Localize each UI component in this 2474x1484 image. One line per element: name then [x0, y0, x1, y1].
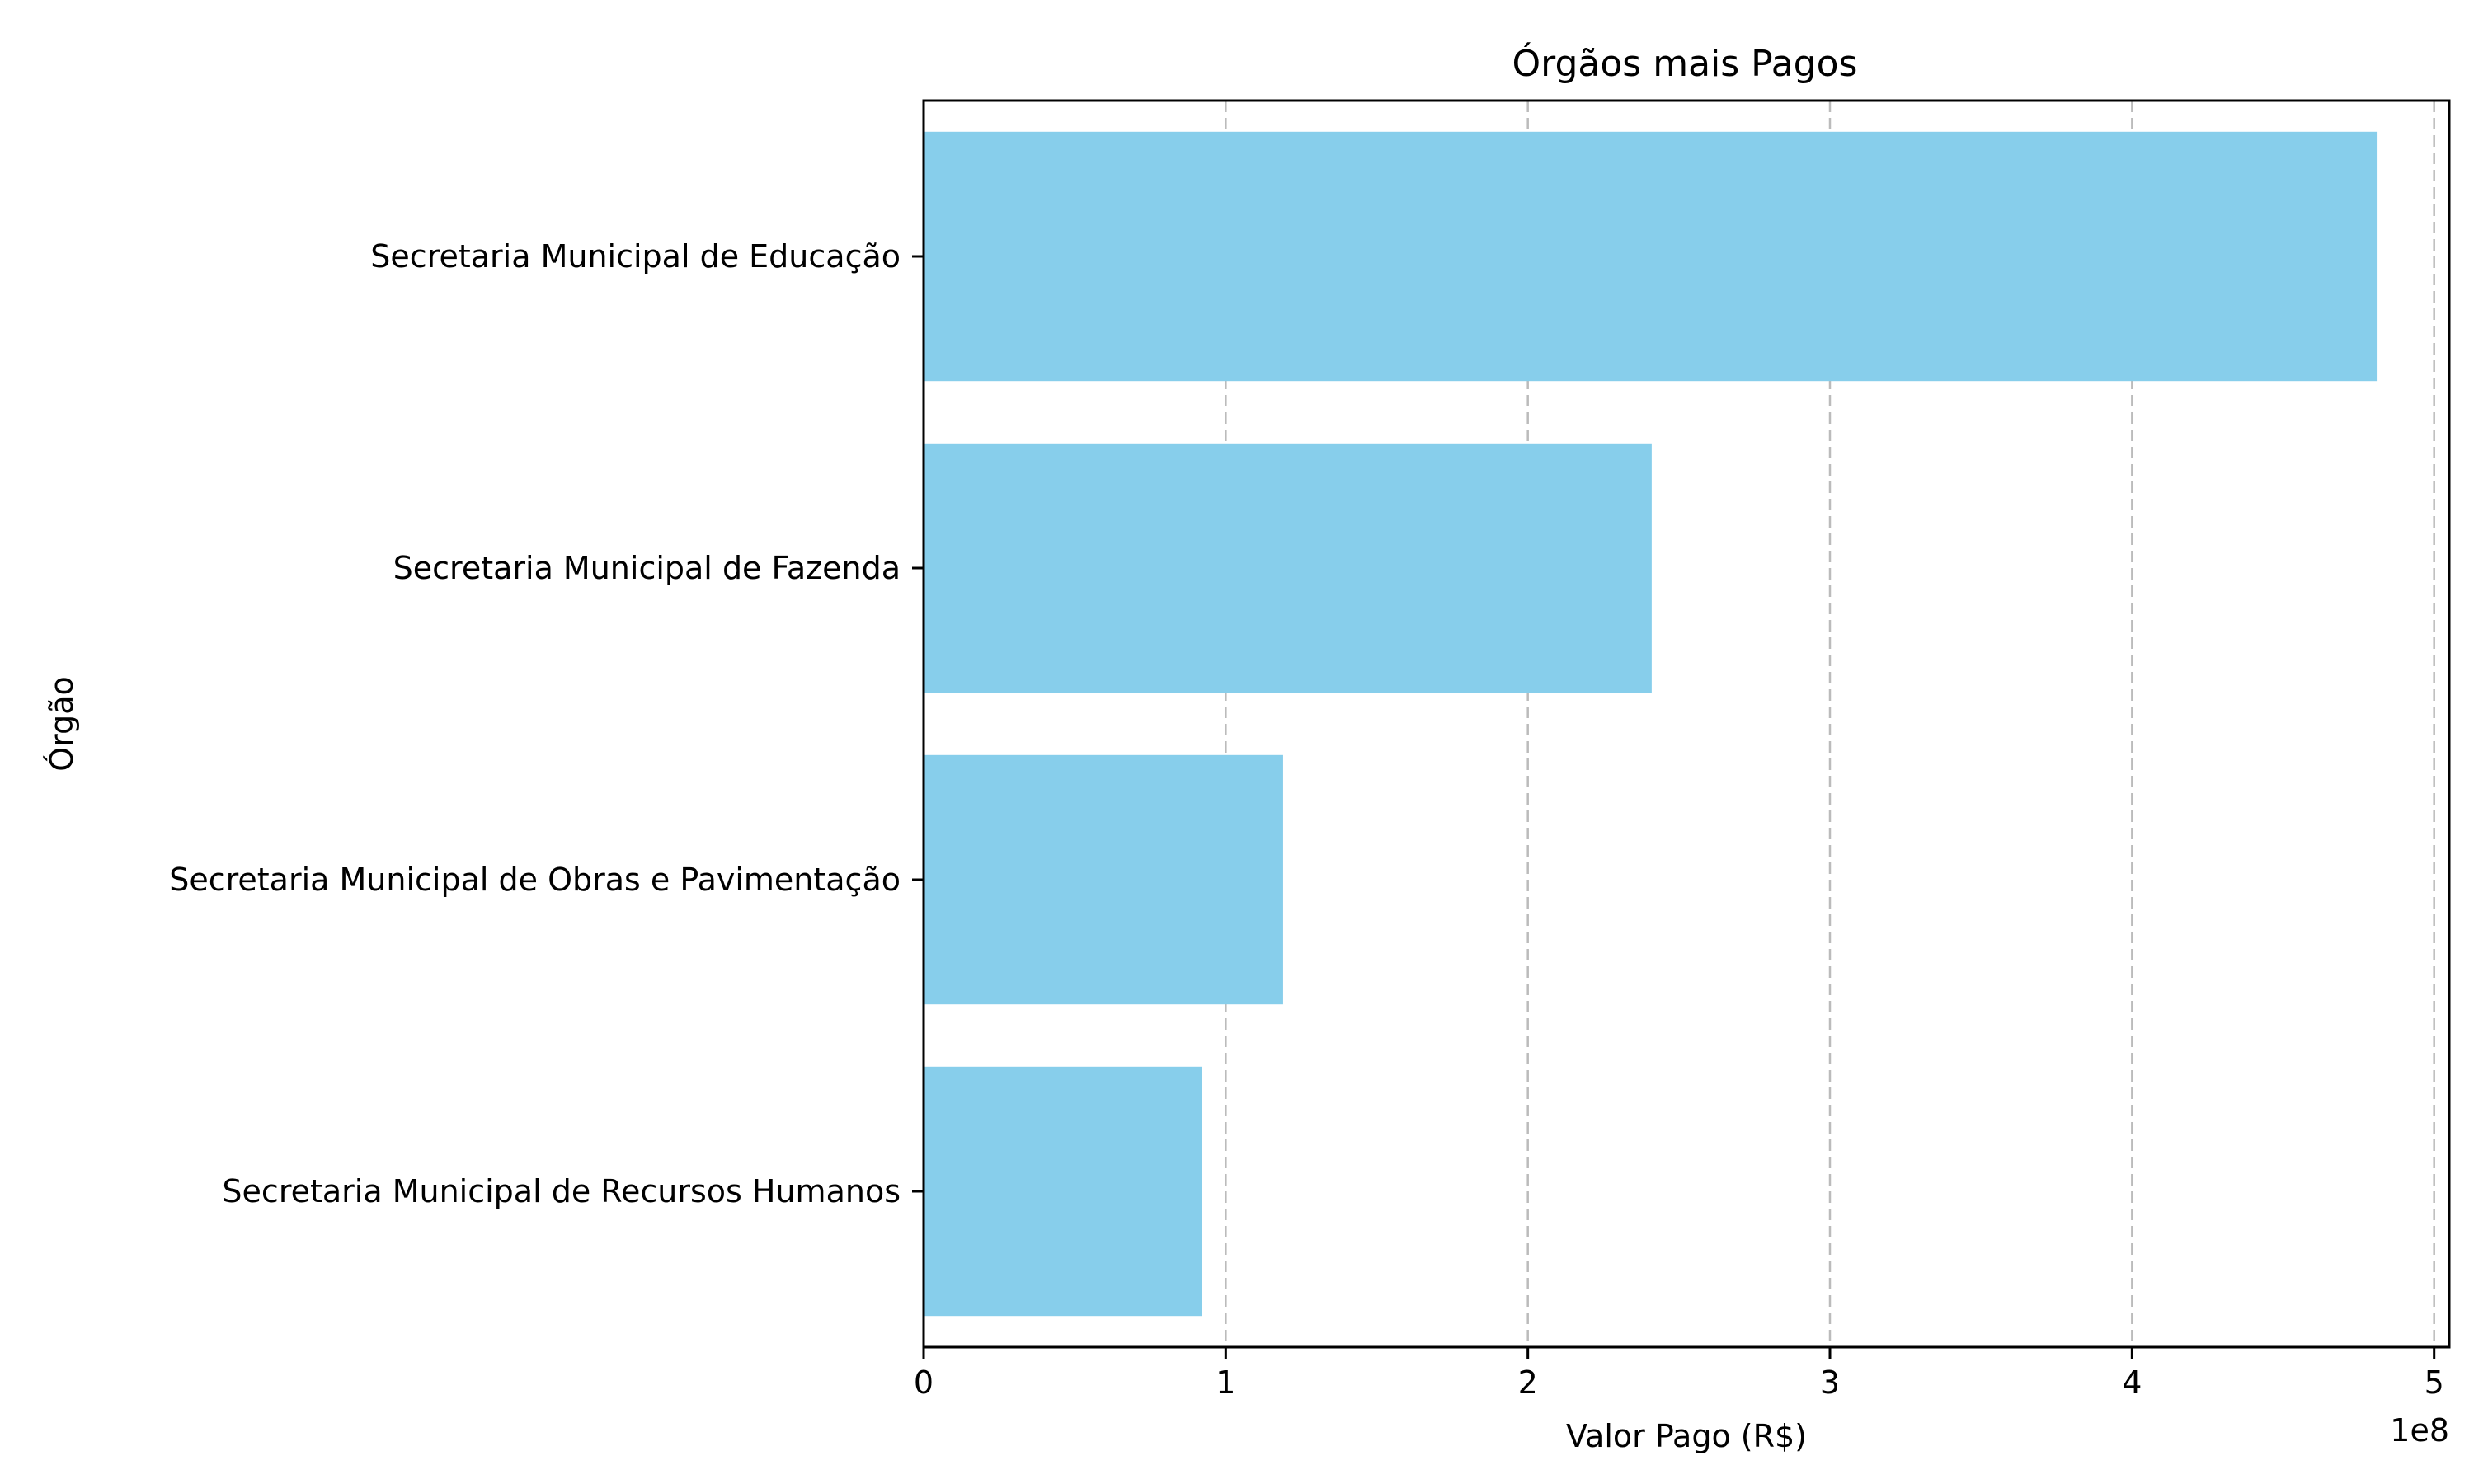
x-tick-label: 5	[2425, 1364, 2444, 1401]
x-tick-label: 3	[1820, 1364, 1840, 1401]
chart-title: Órgãos mais Pagos	[1512, 41, 1858, 85]
x-axis-ticks: 0 1 2 3 4 5	[914, 1347, 2444, 1401]
x-tick-label: 2	[1518, 1364, 1538, 1401]
bars	[924, 131, 2378, 1317]
category-label: Secretaria Municipal de Fazenda	[393, 550, 901, 586]
x-tick-label: 1	[1216, 1364, 1235, 1401]
bar	[924, 754, 1283, 1005]
plot-frame	[922, 99, 2451, 1349]
y-axis-label: Órgão	[44, 676, 80, 772]
category-label: Secretaria Municipal de Educação	[370, 238, 901, 275]
bar	[924, 443, 1652, 693]
y-axis-ticks: Secretaria Municipal de Educação Secretar…	[169, 238, 924, 1209]
x-axis-label: Valor Pago (R$)	[1566, 1418, 1807, 1454]
bar	[924, 131, 2378, 382]
x-tick-label: 0	[914, 1364, 934, 1401]
bar	[924, 1066, 1202, 1317]
x-axis-offset-label: 1e8	[2390, 1412, 2449, 1449]
category-label: Secretaria Municipal de Recursos Humanos	[222, 1173, 901, 1209]
category-label: Secretaria Municipal de Obras e Paviment…	[169, 862, 901, 898]
x-tick-label: 4	[2122, 1364, 2142, 1401]
